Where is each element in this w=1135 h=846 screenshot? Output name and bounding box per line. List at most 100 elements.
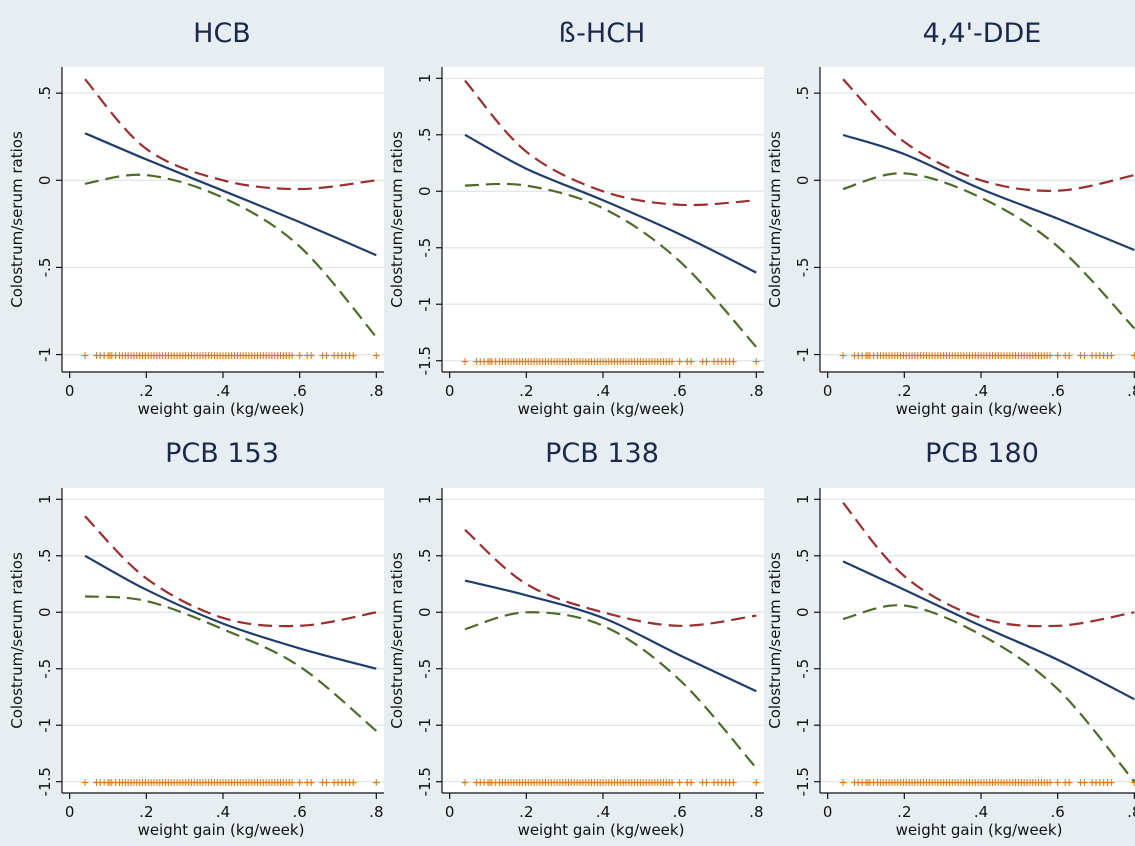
rug-mark: + bbox=[573, 355, 581, 370]
rug-mark: + bbox=[576, 776, 584, 791]
rug-mark: + bbox=[662, 776, 670, 791]
rug-mark: + bbox=[864, 349, 872, 364]
y-tick-label: -1 bbox=[36, 718, 54, 733]
rug-mark: + bbox=[536, 776, 544, 791]
x-tick-label: .8 bbox=[749, 803, 763, 821]
rug-mark: + bbox=[1032, 349, 1040, 364]
rug-mark: + bbox=[179, 776, 187, 791]
panel-title: PCB 153 bbox=[165, 438, 279, 469]
x-tick-label: .6 bbox=[293, 382, 307, 400]
y-tick-label: -.5 bbox=[794, 258, 812, 278]
rug-mark: + bbox=[882, 776, 890, 791]
rug-mark: + bbox=[271, 349, 279, 364]
rug-mark: + bbox=[210, 349, 218, 364]
rug-mark: + bbox=[476, 776, 484, 791]
rug-mark: + bbox=[510, 776, 518, 791]
rug-mark: + bbox=[173, 776, 181, 791]
rug-mark: + bbox=[259, 776, 267, 791]
rug-mark: + bbox=[112, 349, 120, 364]
rug-mark: + bbox=[1130, 349, 1135, 364]
y-axis-title: Colostrum/serum ratios bbox=[766, 131, 784, 308]
rug-mark: + bbox=[642, 355, 650, 370]
rug-mark: + bbox=[182, 776, 190, 791]
x-tick-label: .4 bbox=[216, 803, 230, 821]
rug-mark: + bbox=[96, 776, 104, 791]
rug-mark: + bbox=[866, 349, 874, 364]
rug-mark: + bbox=[562, 776, 570, 791]
rug-mark: + bbox=[108, 776, 116, 791]
rug-mark: + bbox=[524, 776, 532, 791]
rug-mark: + bbox=[476, 355, 484, 370]
y-tick-label: -1 bbox=[416, 718, 434, 733]
rug-mark: + bbox=[894, 776, 902, 791]
rug-mark: + bbox=[960, 776, 968, 791]
rug-mark: + bbox=[225, 776, 233, 791]
rug-mark: + bbox=[1046, 349, 1054, 364]
rug-mark: + bbox=[473, 776, 481, 791]
rug-mark: + bbox=[277, 349, 285, 364]
rug-mark: + bbox=[613, 776, 621, 791]
rug-mark: + bbox=[858, 349, 866, 364]
y-tick-label: -.5 bbox=[416, 238, 434, 258]
chart-panel: .50-.5-10.2.4.6.8+++++++++++++++++++++++… bbox=[8, 18, 384, 418]
rug-mark: + bbox=[265, 349, 273, 364]
confidence-bound-line bbox=[464, 79, 757, 207]
fitted-line bbox=[84, 554, 377, 670]
rug-mark: + bbox=[1061, 776, 1069, 791]
rug-mark: + bbox=[902, 776, 910, 791]
rug-mark: + bbox=[330, 776, 338, 791]
rug-mark: + bbox=[81, 776, 89, 791]
rug-mark: + bbox=[130, 349, 138, 364]
panel-title: 4,4'-DDE bbox=[923, 18, 1042, 49]
rug-mark: + bbox=[668, 355, 676, 370]
rug-mark: + bbox=[530, 776, 538, 791]
rug-mark: + bbox=[1029, 349, 1037, 364]
rug-mark: + bbox=[1035, 776, 1043, 791]
rug-mark: + bbox=[648, 355, 656, 370]
y-tick-label: -.5 bbox=[36, 659, 54, 679]
rug-mark: + bbox=[1081, 776, 1089, 791]
rug-mark: + bbox=[104, 776, 112, 791]
rug-mark: + bbox=[634, 776, 642, 791]
y-tick-label: 1 bbox=[794, 495, 812, 505]
panel-title: PCB 138 bbox=[545, 438, 659, 469]
rug-mark: + bbox=[966, 776, 974, 791]
rug-mark: + bbox=[265, 776, 273, 791]
rug-mark: + bbox=[879, 349, 887, 364]
rug-mark: + bbox=[225, 349, 233, 364]
rug-mark: + bbox=[891, 776, 899, 791]
rug-mark: + bbox=[334, 776, 342, 791]
rug-mark: + bbox=[639, 776, 647, 791]
rug-mark: + bbox=[654, 776, 662, 791]
rug-mark: + bbox=[208, 776, 216, 791]
rug-mark: + bbox=[1088, 349, 1096, 364]
rug-mark: + bbox=[579, 776, 587, 791]
rug-mark: + bbox=[130, 776, 138, 791]
rug-mark: + bbox=[1000, 349, 1008, 364]
rug-mark: + bbox=[676, 776, 684, 791]
rug-mark: + bbox=[144, 776, 152, 791]
rug-mark: + bbox=[307, 776, 315, 791]
rug-mark: + bbox=[854, 776, 862, 791]
rug-mark: + bbox=[954, 349, 962, 364]
rug-mark: + bbox=[897, 776, 905, 791]
rug-mark: + bbox=[319, 349, 327, 364]
rug-mark: + bbox=[484, 355, 492, 370]
rug-mark: + bbox=[940, 349, 948, 364]
rug-mark: + bbox=[966, 349, 974, 364]
rug-mark: + bbox=[922, 349, 930, 364]
rug-mark: + bbox=[726, 355, 734, 370]
rug-mark: + bbox=[611, 355, 619, 370]
rug-mark: + bbox=[556, 355, 564, 370]
y-tick-label: -.5 bbox=[416, 659, 434, 679]
rug-mark: + bbox=[908, 349, 916, 364]
rug-mark: + bbox=[1054, 349, 1062, 364]
rug-mark: + bbox=[628, 355, 636, 370]
rug-mark: + bbox=[891, 349, 899, 364]
rug-mark: + bbox=[599, 776, 607, 791]
rug-mark: + bbox=[951, 349, 959, 364]
rug-mark: + bbox=[156, 349, 164, 364]
rug-mark: + bbox=[977, 349, 985, 364]
rug-mark: + bbox=[931, 349, 939, 364]
rug-mark: + bbox=[983, 349, 991, 364]
